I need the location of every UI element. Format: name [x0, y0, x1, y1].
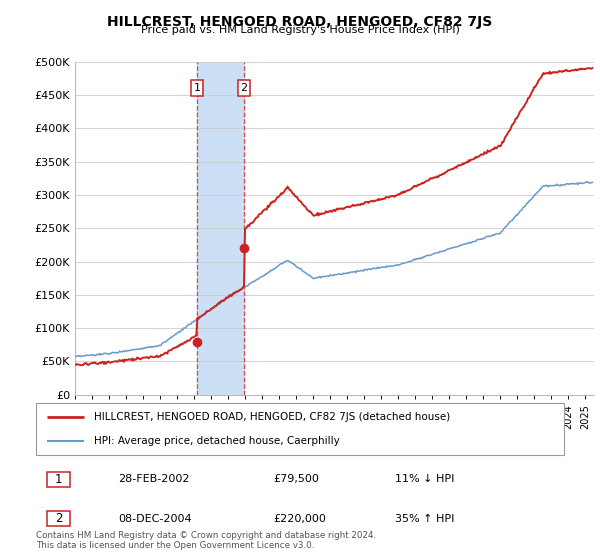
- Bar: [197, 62, 244, 395]
- Text: HPI: Average price, detached house, Caerphilly: HPI: Average price, detached house, Caer…: [94, 436, 340, 446]
- Text: 28-FEB-2002: 28-FEB-2002: [118, 474, 190, 484]
- Text: Price paid vs. HM Land Registry's House Price Index (HPI): Price paid vs. HM Land Registry's House …: [140, 25, 460, 35]
- Text: 35% ↑ HPI: 35% ↑ HPI: [395, 514, 454, 524]
- Text: HILLCREST, HENGOED ROAD, HENGOED, CF82 7JS (detached house): HILLCREST, HENGOED ROAD, HENGOED, CF82 7…: [94, 412, 451, 422]
- Text: 08-DEC-2004: 08-DEC-2004: [118, 514, 191, 524]
- Text: HILLCREST, HENGOED ROAD, HENGOED, CF82 7JS: HILLCREST, HENGOED ROAD, HENGOED, CF82 7…: [107, 15, 493, 29]
- Text: £79,500: £79,500: [274, 474, 319, 484]
- FancyBboxPatch shape: [36, 403, 564, 455]
- Text: Contains HM Land Registry data © Crown copyright and database right 2024.
This d: Contains HM Land Registry data © Crown c…: [36, 531, 376, 550]
- Text: 1: 1: [193, 83, 200, 94]
- Text: 11% ↓ HPI: 11% ↓ HPI: [395, 474, 454, 484]
- Text: 2: 2: [55, 512, 62, 525]
- Text: £220,000: £220,000: [274, 514, 326, 524]
- Text: 2: 2: [241, 83, 248, 94]
- Text: 1: 1: [55, 473, 62, 486]
